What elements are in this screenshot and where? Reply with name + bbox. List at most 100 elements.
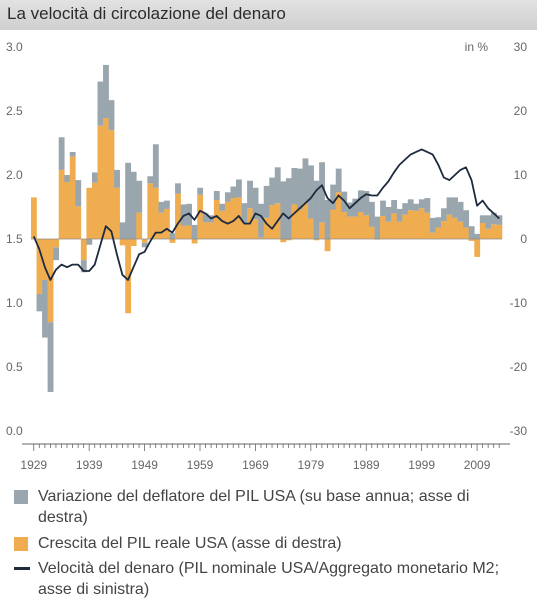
deflator-bar xyxy=(479,215,486,223)
gdp-bar xyxy=(31,197,37,239)
gdp-bar xyxy=(457,221,464,239)
deflator-bar xyxy=(468,226,475,239)
deflator-bar xyxy=(485,215,492,229)
gdp-bar xyxy=(180,225,187,239)
deflator-bar xyxy=(197,187,204,195)
right-axis-unit: in % xyxy=(465,40,489,54)
deflator-bar xyxy=(230,186,237,199)
gdp-bar xyxy=(346,216,353,239)
deflator-bar xyxy=(274,167,281,204)
gdp-bar xyxy=(241,223,248,239)
gdp-bar xyxy=(285,239,292,241)
deflator-bar xyxy=(202,213,209,223)
x-tick-label: 1939 xyxy=(76,458,103,470)
right-tick-label: 20 xyxy=(514,104,528,118)
legend-label-velocity: Velocità del denaro (PIL nominale USA/Ag… xyxy=(38,560,500,598)
deflator-bar xyxy=(396,208,403,222)
gdp-bar xyxy=(202,222,209,239)
deflator-bar xyxy=(191,224,198,239)
deflator-bar xyxy=(236,179,242,198)
gdp-bar xyxy=(197,194,204,239)
x-tick-label: 1929 xyxy=(20,458,47,470)
gdp-bar xyxy=(64,182,71,239)
deflator-bar xyxy=(91,172,98,183)
deflator-bar xyxy=(219,203,226,211)
deflator-bar xyxy=(369,201,375,227)
deflator-bar xyxy=(103,64,109,119)
gdp-bar xyxy=(418,208,425,239)
deflator-bar xyxy=(42,279,48,338)
deflator-bar xyxy=(158,201,165,213)
deflator-bar xyxy=(119,222,126,239)
deflator-bar xyxy=(152,144,159,188)
gdp-bar xyxy=(424,212,431,239)
deflator-bar xyxy=(280,181,287,239)
gdp-bar xyxy=(435,227,442,239)
gdp-bar xyxy=(391,213,398,239)
x-tick-label: 1979 xyxy=(297,458,324,470)
gdp-bar xyxy=(97,125,104,239)
x-tick-label: 1969 xyxy=(242,458,269,470)
gdp-bar xyxy=(302,203,309,239)
left-tick-label: 3.0 xyxy=(6,40,23,54)
gdp-bar xyxy=(280,239,287,243)
chart-area: 0.0 0.5 1.0 1.5 2.0 2.5 3.0 -30 -20 -10 0 10 20 30 in … xyxy=(6,40,528,470)
gdp-bar xyxy=(474,239,481,257)
left-tick-label: 2.0 xyxy=(6,168,23,182)
deflator-bar xyxy=(285,178,292,239)
gdp-bar xyxy=(258,237,265,239)
deflator-bar xyxy=(452,197,458,218)
gdp-bar xyxy=(396,221,403,239)
gdp-bar xyxy=(485,228,492,239)
deflator-bar xyxy=(296,168,303,210)
legend-label-deflator: Variazione del deflatore del PIL USA (su… xyxy=(38,488,470,526)
gdp-bar xyxy=(69,156,76,239)
deflator-bar xyxy=(97,81,104,126)
deflator-bar xyxy=(75,180,82,207)
deflator-bar xyxy=(363,191,370,216)
gdp-bar xyxy=(357,212,364,239)
gdp-bar xyxy=(413,210,420,239)
deflator-bar xyxy=(490,212,497,225)
deflator-bar xyxy=(147,176,154,184)
gdp-bar xyxy=(103,118,109,239)
gdp-bar xyxy=(75,206,82,239)
gdp-bar xyxy=(324,239,331,252)
gdp-bar xyxy=(119,239,126,246)
deflator-bar xyxy=(252,187,259,220)
gdp-bar xyxy=(463,227,470,239)
gdp-bar xyxy=(468,239,475,241)
x-tick-label: 1989 xyxy=(353,458,380,470)
gdp-bar xyxy=(296,209,303,239)
deflator-bar xyxy=(258,203,265,238)
x-tick-label: 1999 xyxy=(408,458,435,470)
gdp-bar xyxy=(380,215,386,239)
gdp-bar xyxy=(141,239,148,243)
gdp-bar xyxy=(308,218,314,239)
deflator-bar xyxy=(335,168,342,193)
right-tick-label: -30 xyxy=(510,424,528,438)
deflator-bar xyxy=(402,203,409,215)
deflator-bar xyxy=(263,185,270,218)
deflator-bar xyxy=(175,183,181,194)
gdp-bar xyxy=(263,217,270,239)
right-tick-label: 30 xyxy=(514,40,528,54)
right-tick-label: -20 xyxy=(510,360,528,374)
gdp-bar xyxy=(114,187,120,239)
gdp-bar xyxy=(385,221,392,239)
deflator-bar xyxy=(319,162,325,223)
deflator-bar xyxy=(224,192,231,202)
gdp-bar xyxy=(319,222,325,239)
gdp-bar xyxy=(136,212,143,239)
legend-swatch-deflator xyxy=(14,490,28,504)
gdp-bar xyxy=(236,197,242,239)
gdp-bar xyxy=(402,214,409,239)
deflator-bar xyxy=(352,198,359,217)
deflator-bar xyxy=(69,151,76,157)
deflator-bar xyxy=(385,207,392,222)
gdp-bar xyxy=(186,225,192,239)
velocity-line xyxy=(32,148,500,281)
deflator-bar xyxy=(58,137,65,170)
gdp-bar xyxy=(369,226,375,239)
gdp-bar xyxy=(441,221,447,239)
